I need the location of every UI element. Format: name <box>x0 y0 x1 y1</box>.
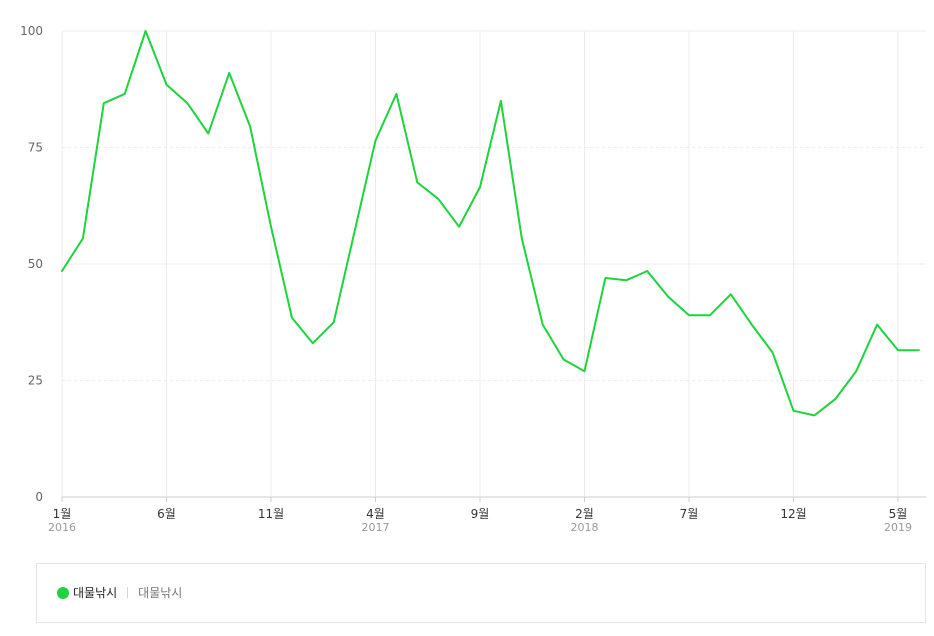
x-tick-label: 1월 <box>53 507 72 521</box>
y-tick-label: 50 <box>28 257 43 271</box>
y-axis-ticks: 0 25 50 75 100 <box>20 24 43 504</box>
y-tick-label: 100 <box>20 24 43 38</box>
x-tick-year-label: 2016 <box>48 521 76 534</box>
legend: 대물낚시 대물낚시 <box>36 563 926 623</box>
legend-separator <box>127 587 129 598</box>
grid-lines <box>61 30 926 498</box>
x-tick-label: 12월 <box>780 507 806 521</box>
series-layer <box>61 30 920 417</box>
legend-item[interactable]: 대물낚시 대물낚시 <box>57 584 182 601</box>
x-tick-year-label: 2018 <box>571 521 599 534</box>
x-tick-label: 4월 <box>366 507 385 521</box>
x-tick-label: 6월 <box>157 507 176 521</box>
y-tick-label: 75 <box>28 141 43 155</box>
legend-dot-icon <box>57 586 69 599</box>
x-tick-year-label: 2017 <box>362 521 390 534</box>
series-line <box>61 30 920 417</box>
x-tick-label: 11월 <box>258 507 284 521</box>
legend-series-name: 대물낚시 <box>73 586 118 600</box>
y-tick-label: 25 <box>28 374 43 388</box>
x-tick-label: 9월 <box>471 507 490 521</box>
y-tick-label: 0 <box>35 490 43 504</box>
x-tick-year-label: 2019 <box>884 521 912 534</box>
x-tick-label: 7월 <box>680 507 699 521</box>
x-tick-label: 2월 <box>575 507 594 521</box>
legend-keyword: 대물낚시 <box>138 586 183 600</box>
x-tick-label: 5월 <box>889 507 908 521</box>
